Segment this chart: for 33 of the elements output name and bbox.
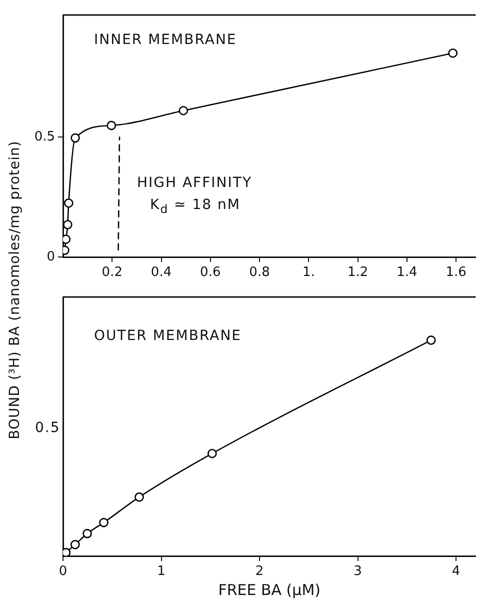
x-tick-label: 4 — [452, 564, 460, 580]
point — [82, 528, 92, 538]
x-tick-label: 0.8 — [249, 265, 270, 280]
x-tick-label: 1. — [302, 265, 315, 280]
point — [63, 234, 71, 244]
point — [64, 198, 74, 208]
point — [99, 518, 108, 528]
point — [208, 448, 217, 458]
x-tick-label: 1.4 — [396, 265, 418, 280]
y-axis-title: BOUND (³H) BA (nanomoles/mg protein) — [7, 140, 23, 440]
annotation: HIGH AFFINITY — [137, 175, 252, 191]
annotation: OUTER MEMBRANE — [94, 328, 242, 344]
point — [178, 106, 188, 116]
x-tick-label: 3 — [354, 564, 362, 580]
x-tick-label: 1.6 — [446, 265, 466, 280]
point — [426, 336, 436, 345]
point — [448, 48, 458, 58]
annotation: K$_{d}$ ≃ 18 nM — [150, 197, 240, 216]
x-tick-label: 0.6 — [200, 265, 221, 280]
x-tick-label: 1 — [157, 564, 166, 580]
point — [106, 120, 116, 130]
x-tick-label: 2 — [255, 564, 264, 580]
point — [63, 220, 72, 230]
point — [70, 133, 80, 143]
x-tick-label: 1.2 — [347, 265, 368, 280]
x-tick-label: 0 — [58, 564, 68, 580]
x-axis-title: FREE BA (µM) — [218, 580, 320, 599]
point — [63, 548, 71, 556]
x-tick-label: 0.2 — [102, 265, 122, 280]
x-tick-label: 0.4 — [150, 265, 172, 280]
point — [134, 492, 144, 502]
annotation: INNER MEMBRANE — [94, 32, 237, 48]
point — [70, 540, 80, 550]
